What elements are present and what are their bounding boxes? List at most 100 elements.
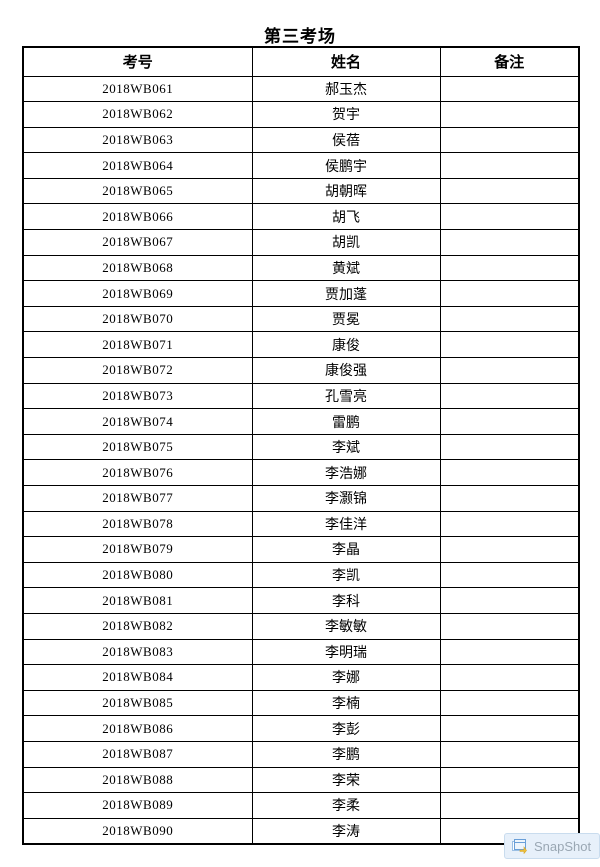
- exam-number-cell: 2018WB067: [22, 229, 253, 256]
- table-row: 2018WB090 李涛: [22, 817, 580, 845]
- note-cell: [439, 254, 580, 282]
- exam-number-cell: 2018WB086: [22, 715, 253, 742]
- exam-number-cell: 2018WB076: [22, 459, 253, 486]
- table-row: 2018WB088 李荣: [22, 766, 580, 794]
- exam-number-cell: 2018WB080: [22, 561, 253, 589]
- exam-number-cell: 2018WB078: [22, 510, 253, 538]
- note-cell: [439, 101, 580, 128]
- exam-number-cell: 2018WB077: [22, 485, 253, 512]
- table-row: 2018WB071 康俊: [22, 331, 580, 359]
- note-cell: [439, 664, 580, 691]
- note-cell: [439, 357, 580, 384]
- snapshot-icon: [511, 838, 528, 854]
- name-cell: 郝玉杰: [251, 75, 441, 103]
- note-cell: [439, 126, 580, 154]
- exam-number-cell: 2018WB075: [22, 433, 253, 461]
- page-title: 第三考场: [264, 27, 336, 46]
- name-cell: 李娜: [251, 664, 441, 691]
- header-exam-number: 考号: [22, 46, 253, 77]
- exam-number-cell: 2018WB063: [22, 126, 253, 154]
- note-cell: [439, 152, 580, 179]
- name-cell: 李凯: [251, 561, 441, 589]
- exam-number-cell: 2018WB072: [22, 357, 253, 384]
- name-cell: 胡飞: [251, 203, 441, 231]
- exam-number-cell: 2018WB082: [22, 612, 253, 640]
- table-row: 2018WB084 李娜: [22, 664, 580, 691]
- name-cell: 雷鹏: [251, 408, 441, 435]
- name-cell: 黄斌: [251, 254, 441, 282]
- name-cell: 李楠: [251, 689, 441, 717]
- exam-number-cell: 2018WB070: [22, 305, 253, 333]
- note-cell: [439, 177, 580, 205]
- name-cell: 李晶: [251, 536, 441, 563]
- note-cell: [439, 510, 580, 538]
- exam-number-cell: 2018WB073: [22, 382, 253, 410]
- name-cell: 李浩娜: [251, 459, 441, 486]
- name-cell: 李鹏: [251, 740, 441, 768]
- name-cell: 李彭: [251, 715, 441, 742]
- note-cell: [439, 382, 580, 410]
- note-cell: [439, 229, 580, 256]
- note-cell: [439, 536, 580, 563]
- name-cell: 康俊强: [251, 357, 441, 384]
- exam-roster-table: 考号 姓名 备注 2018WB061 郝玉杰 2018WB062 贺宇 2018WB06…: [22, 46, 580, 845]
- note-cell: [439, 305, 580, 333]
- note-cell: [439, 459, 580, 486]
- name-cell: 贾加蓬: [251, 280, 441, 307]
- note-cell: [439, 587, 580, 614]
- name-cell: 侯鹏宇: [251, 152, 441, 179]
- table-row: 2018WB061 郝玉杰: [22, 75, 580, 103]
- exam-number-cell: 2018WB084: [22, 664, 253, 691]
- exam-number-cell: 2018WB085: [22, 689, 253, 717]
- exam-number-cell: 2018WB088: [22, 766, 253, 794]
- table-row: 2018WB064 侯鹏宇: [22, 152, 580, 179]
- name-cell: 贾冕: [251, 305, 441, 333]
- table-row: 2018WB086 李彭: [22, 715, 580, 742]
- note-cell: [439, 612, 580, 640]
- name-cell: 胡凯: [251, 229, 441, 256]
- table-row: 2018WB082 李敏敏: [22, 612, 580, 640]
- table-row: 2018WB089 李柔: [22, 792, 580, 819]
- table-row: 2018WB074 雷鹏: [22, 408, 580, 435]
- table-row: 2018WB078 李佳洋: [22, 510, 580, 538]
- exam-number-cell: 2018WB089: [22, 792, 253, 819]
- note-cell: [439, 792, 580, 819]
- note-cell: [439, 331, 580, 359]
- note-cell: [439, 433, 580, 461]
- name-cell: 孔雪亮: [251, 382, 441, 410]
- table-row: 2018WB063 侯蓓: [22, 126, 580, 154]
- name-cell: 李斌: [251, 433, 441, 461]
- name-cell: 李敏敏: [251, 612, 441, 640]
- name-cell: 侯蓓: [251, 126, 441, 154]
- snapshot-extension-button[interactable]: SnapShot: [504, 833, 600, 859]
- header-row: 考号 姓名 备注: [22, 46, 580, 77]
- name-cell: 李柔: [251, 792, 441, 819]
- table-row: 2018WB079 李晶: [22, 536, 580, 563]
- exam-number-cell: 2018WB074: [22, 408, 253, 435]
- table-row: 2018WB087 李鹏: [22, 740, 580, 768]
- table-row: 2018WB068 黄斌: [22, 254, 580, 282]
- exam-number-cell: 2018WB079: [22, 536, 253, 563]
- note-cell: [439, 485, 580, 512]
- table-row: 2018WB073 孔雪亮: [22, 382, 580, 410]
- name-cell: 李荣: [251, 766, 441, 794]
- note-cell: [439, 561, 580, 589]
- snapshot-label: SnapShot: [534, 838, 592, 854]
- exam-number-cell: 2018WB068: [22, 254, 253, 282]
- exam-number-cell: 2018WB087: [22, 740, 253, 768]
- name-cell: 李明瑞: [251, 638, 441, 666]
- note-cell: [439, 715, 580, 742]
- note-cell: [439, 203, 580, 231]
- note-cell: [439, 740, 580, 768]
- exam-number-cell: 2018WB065: [22, 177, 253, 205]
- note-cell: [439, 75, 580, 103]
- name-cell: 李灏锦: [251, 485, 441, 512]
- table-row: 2018WB083 李明瑞: [22, 638, 580, 666]
- header-name: 姓名: [251, 46, 441, 77]
- name-cell: 李科: [251, 587, 441, 614]
- exam-number-cell: 2018WB090: [22, 817, 253, 845]
- name-cell: 康俊: [251, 331, 441, 359]
- table-row: 2018WB062 贺宇: [22, 101, 580, 128]
- name-cell: 贺宇: [251, 101, 441, 128]
